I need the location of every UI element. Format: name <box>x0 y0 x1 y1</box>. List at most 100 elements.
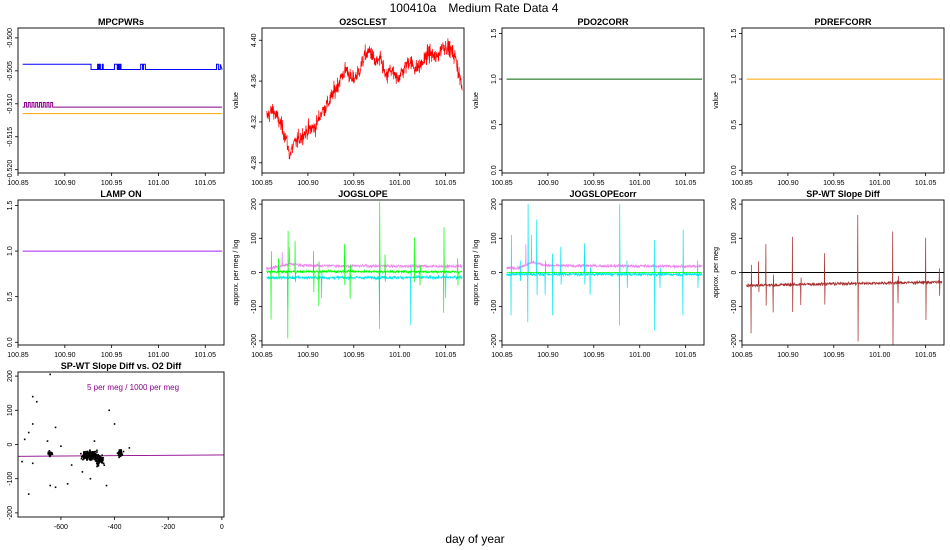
x-tick-label: 100.85 <box>491 352 513 359</box>
scatter-point <box>83 457 86 460</box>
y-tick-label: 0.5 <box>7 292 14 302</box>
scatter-point <box>119 454 121 457</box>
scatter-point <box>119 451 122 453</box>
plot-area <box>22 63 223 115</box>
scatter-point <box>86 452 88 455</box>
scatter-point <box>93 456 95 459</box>
x-tick-label: 101.05 <box>195 180 217 187</box>
y-tick-label: -100 <box>7 472 14 486</box>
scatter-point <box>93 451 96 453</box>
scatter-point <box>92 456 94 458</box>
scatter-point <box>49 454 51 457</box>
scatter-point <box>98 456 101 459</box>
scatter-point <box>94 458 97 460</box>
scatter-outlier <box>27 493 30 495</box>
scatter-point <box>83 455 86 457</box>
y-tick-label: 4.28 <box>251 156 258 170</box>
y-tick-label: -100 <box>251 300 258 314</box>
scatter-outlier <box>93 440 96 442</box>
y-tick-label: 1.0 <box>731 74 738 84</box>
scatter-point <box>96 465 98 468</box>
scatter-point <box>97 458 99 461</box>
panel-title: O2SCLEST <box>339 17 387 27</box>
panel-jogslope: JOGSLOPE approx. per meg / log 100.85 100.9… <box>233 189 465 359</box>
panel-pdo2corr: PDO2CORR value 100.85 100.90 100.95 101.00 101… <box>473 17 705 187</box>
scatter-point <box>82 454 85 457</box>
x-tick-label: 100.85 <box>491 180 513 187</box>
y-tick-label: 1.0 <box>7 246 14 256</box>
scatter-point <box>122 450 125 453</box>
y-tick-label: -0.520 <box>7 160 14 180</box>
scatter-point <box>95 454 98 456</box>
scatter-point <box>101 456 104 459</box>
y-axis-label: value <box>233 92 240 109</box>
scatter-outlier <box>108 409 110 412</box>
panel-title: PDO2CORR <box>577 17 629 27</box>
series-o2sclest <box>266 38 463 160</box>
scatter-point <box>83 451 86 453</box>
y-axis-label: approx. per meg <box>713 247 720 298</box>
scatter-point <box>100 458 103 460</box>
y-tick-label: 4.40 <box>251 33 258 47</box>
y-axis-label: value <box>713 92 720 109</box>
y-tick-label: -200 <box>731 334 738 348</box>
scatter-point <box>101 460 104 463</box>
y-tick-label: 0.0 <box>7 337 14 347</box>
scatter-point <box>81 456 84 458</box>
y-tick-label: -0.500 <box>7 28 14 48</box>
panel-pdrefcorr: PDREFCORR value 100.85 100.90 100.95 101.00 10… <box>713 17 945 187</box>
scatter-point <box>120 452 123 454</box>
x-tick-label: 100.85 <box>251 352 273 359</box>
scatter-annotation: 5 per meg / 1000 per meg <box>87 383 179 392</box>
scatter-point <box>98 459 101 461</box>
x-tick-label: 101.05 <box>435 180 457 187</box>
scatter-point <box>84 453 87 455</box>
y-tick-label: -200 <box>251 334 258 348</box>
scatter-point <box>96 458 98 460</box>
scatter-point <box>91 454 94 457</box>
scatter-point <box>97 464 100 467</box>
y-tick-label: 1.5 <box>7 201 14 211</box>
y-tick-label: -100 <box>731 300 738 314</box>
series-pwr1 <box>22 63 223 71</box>
panel-jogslopecorr: JOGSLOPEcorr approx. per meg / log 100.85 1… <box>473 189 705 359</box>
x-tick-label: 101.00 <box>389 352 411 359</box>
scatter-point <box>116 452 119 454</box>
x-tick-label: 100.85 <box>7 180 29 187</box>
x-tick-label: 100.95 <box>823 180 845 187</box>
x-tick-label: 100.90 <box>297 352 319 359</box>
y-tick-label: 0.5 <box>491 120 498 130</box>
series-brown <box>746 215 943 345</box>
scatter-point <box>82 458 84 461</box>
scatter-point <box>118 451 120 453</box>
scatter-outlier <box>66 483 69 485</box>
scatter-point <box>91 451 93 454</box>
x-axis-label: day of year <box>445 532 504 546</box>
series-cyan <box>266 257 463 329</box>
scatter-outlier <box>35 400 38 403</box>
plot-area <box>266 38 463 160</box>
panel-title: SP-WT Slope Diff vs. O2 Diff <box>61 361 183 371</box>
scatter-point <box>93 458 96 461</box>
y-tick-label: 0 <box>731 270 738 274</box>
scatter-point <box>90 455 93 457</box>
scatter-outlier <box>128 447 131 449</box>
series-green <box>506 271 703 274</box>
scatter-point <box>89 456 91 458</box>
x-tick-label: 100.85 <box>731 180 753 187</box>
scatter-point <box>97 462 100 464</box>
x-tick-label: -400 <box>108 524 122 531</box>
scatter-point <box>96 463 99 466</box>
scatter-outlier <box>46 440 49 442</box>
scatter-point <box>119 452 121 455</box>
scatter-point <box>86 457 89 459</box>
x-tick-label: 101.05 <box>435 352 457 359</box>
y-axis-label: value <box>473 92 480 109</box>
scatter-point <box>48 452 51 455</box>
scatter-point <box>86 458 88 460</box>
plot-frame <box>501 27 705 174</box>
y-tick-label: 0.5 <box>731 120 738 130</box>
scatter-point <box>95 456 97 458</box>
scatter-point <box>97 454 100 457</box>
